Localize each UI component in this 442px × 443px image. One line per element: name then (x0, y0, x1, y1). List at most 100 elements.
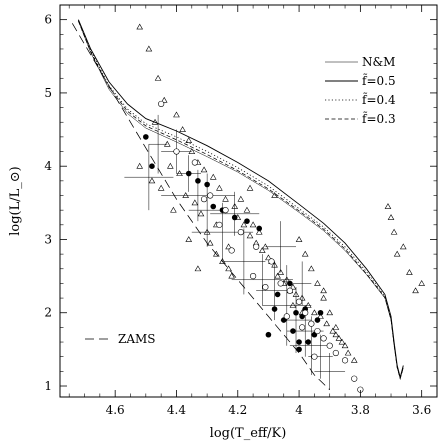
curve-dotted (78, 20, 404, 380)
x-tick-label: 3.6 (412, 403, 431, 417)
triangle-point (289, 283, 297, 290)
triangle-point (298, 294, 306, 301)
filled-circle-point (287, 280, 293, 287)
triangle-point (350, 356, 358, 363)
triangle-point (191, 199, 199, 206)
error-bar (161, 169, 235, 222)
triangle-point (301, 250, 309, 257)
x-axis-ticks: 4.6 4.4 4.2 4 3.8 3.6 (68, 5, 438, 417)
triangle-point (203, 228, 211, 235)
y-axis-label: log(L/L_⊙) (8, 166, 23, 236)
triangle-point (393, 250, 401, 257)
error-bar (222, 228, 266, 295)
open-circle-point (207, 192, 214, 199)
filled-circle-point (317, 309, 324, 316)
filled-circle-point (195, 178, 201, 184)
open-circle-point (341, 357, 349, 364)
triangle-point (243, 206, 251, 213)
legend: N&M f̃=0.5 f̃=0.4 f̃=0.3 (325, 55, 396, 126)
filled-circle-point (265, 331, 272, 338)
triangle-point (240, 221, 248, 228)
triangle-point (332, 331, 340, 338)
triangle-point (212, 250, 220, 257)
x-tick-label: 4 (295, 403, 303, 417)
open-circle-point (314, 327, 321, 335)
triangle-point (341, 342, 349, 349)
x-tick-label: 4.6 (106, 403, 125, 417)
triangle-point (163, 140, 171, 147)
triangle-point (151, 118, 159, 125)
filled-circle-point (296, 346, 302, 353)
open-circle-point (311, 353, 318, 360)
open-circle-point (191, 159, 198, 166)
triangle-point (185, 236, 193, 242)
x-axis-label: log(T_eff/K) (210, 426, 287, 441)
filled-circle-point (296, 339, 302, 345)
triangle-point (249, 221, 257, 228)
triangle-point (182, 192, 189, 198)
triangle-point (246, 184, 254, 191)
triangle-point (289, 302, 297, 308)
error-bar (210, 191, 260, 236)
open-circle-point (158, 100, 165, 108)
x-tick-label: 3.8 (351, 403, 370, 417)
triangle-point (231, 203, 239, 209)
y-tick-label: 4 (44, 159, 52, 173)
open-circle-point (320, 335, 327, 342)
triangle-point (320, 287, 327, 294)
triangle-point (271, 192, 278, 198)
y-tick-label: 1 (44, 379, 52, 393)
filled-circle-point (305, 339, 312, 345)
triangle-point (185, 137, 193, 143)
plot-frame (59, 4, 438, 398)
open-circle-point (277, 280, 284, 287)
open-circle-point (249, 273, 257, 280)
triangle-point (136, 23, 144, 30)
curve-dashed (78, 20, 404, 381)
open-circle-point (268, 258, 275, 265)
triangle-point (170, 206, 177, 213)
triangle-point (225, 243, 232, 250)
triangle-point (314, 280, 321, 286)
triangle-point (179, 126, 186, 132)
triangle-point (176, 170, 183, 176)
triangle-point (255, 228, 263, 235)
error-bar (265, 221, 297, 273)
filled-circle-point (314, 317, 321, 323)
triangle-point (206, 239, 214, 246)
open-circle-point (262, 283, 269, 291)
zams-annotation: ZAMS (85, 332, 156, 346)
triangle-point (384, 203, 392, 209)
triangle-point (246, 232, 254, 239)
error-bar (231, 254, 293, 306)
legend-label: f̃=0.5 (362, 72, 396, 88)
zams-label: ZAMS (118, 332, 156, 346)
filled-circle-point (185, 170, 192, 177)
triangle-point (222, 195, 229, 202)
triangle-point (154, 74, 162, 81)
filled-circle-point (244, 218, 250, 224)
filled-circle-point (210, 203, 217, 210)
curve-thin-solid (78, 21, 404, 380)
y-axis-ticks: 1 2 3 4 5 6 (44, 13, 437, 393)
triangle-point (216, 184, 223, 191)
error-bar (292, 261, 312, 306)
y-tick-label: 5 (44, 86, 52, 100)
triangle-point (329, 327, 337, 334)
filled-circle-point (231, 214, 238, 221)
triangle-point (145, 45, 153, 52)
triangle-point (418, 280, 425, 286)
open-circle-point (332, 349, 339, 357)
filled-circle-point (274, 291, 281, 298)
triangle-point (326, 309, 334, 316)
legend-label: f̃=0.3 (362, 110, 396, 126)
filled-circle-point (256, 225, 263, 232)
triangle-point (295, 236, 303, 242)
triangle-point (277, 269, 284, 275)
open-circle-point (351, 375, 358, 382)
triangle-point (335, 334, 343, 341)
triangle-point (344, 349, 352, 356)
curve-solid (77, 19, 404, 379)
triangle-point (200, 166, 208, 173)
triangle-point (323, 320, 330, 327)
